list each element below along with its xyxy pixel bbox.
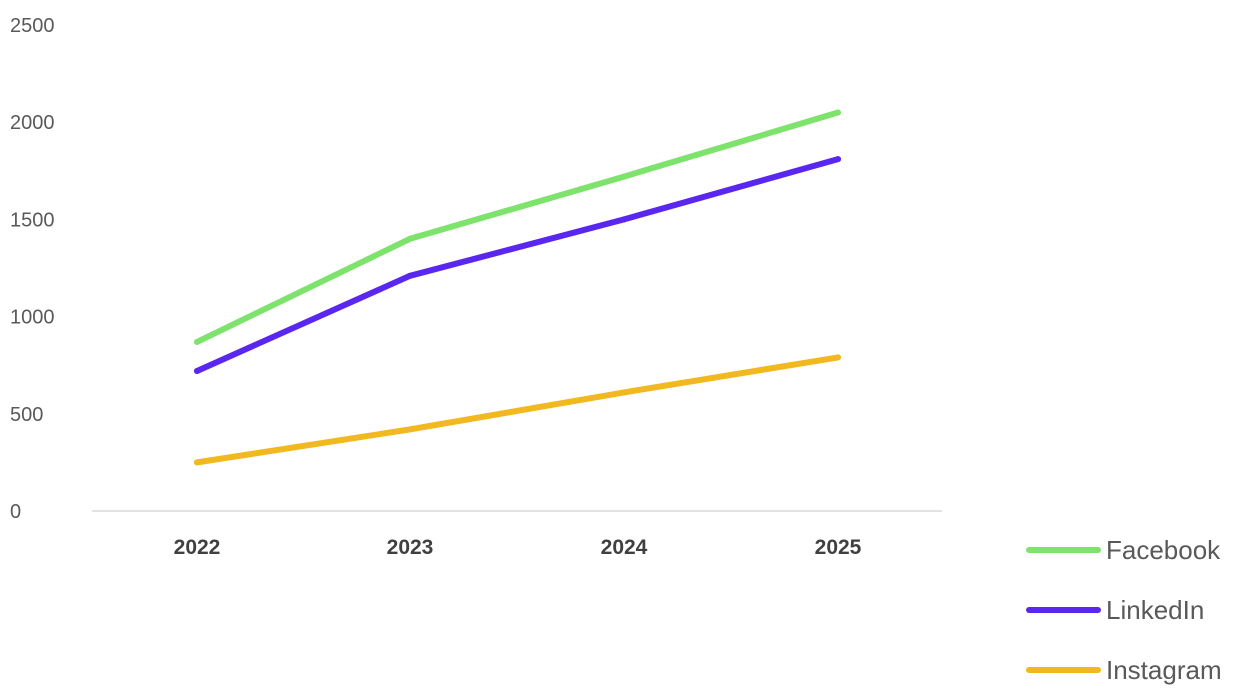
legend-label-linkedin: LinkedIn <box>1106 595 1204 625</box>
data-point-instagram <box>194 459 200 466</box>
data-point-facebook <box>835 109 841 116</box>
data-point-linkedin <box>621 216 627 223</box>
series-line-facebook <box>194 109 841 345</box>
data-point-linkedin <box>407 272 413 279</box>
y-tick-label: 500 <box>10 404 43 426</box>
data-point-facebook <box>407 235 413 242</box>
series-line-instagram <box>194 354 841 466</box>
data-point-linkedin <box>835 156 841 163</box>
y-tick-label: 2000 <box>10 112 55 134</box>
series-line-linkedin <box>194 156 841 374</box>
series-lines <box>194 109 841 466</box>
data-point-linkedin <box>194 368 200 374</box>
x-tick-label: 2024 <box>601 536 648 559</box>
data-point-facebook <box>194 338 200 345</box>
data-point-instagram <box>407 426 413 433</box>
x-tick-label: 2025 <box>815 536 862 559</box>
data-point-instagram <box>621 389 627 396</box>
y-tick-label: 2500 <box>10 15 55 37</box>
legend-label-instagram: Instagram <box>1106 655 1222 685</box>
legend-label-facebook: Facebook <box>1106 535 1221 565</box>
y-tick-label: 1500 <box>10 209 55 231</box>
legend: Facebook LinkedIn Instagram <box>1026 535 1222 685</box>
data-point-instagram <box>835 354 841 361</box>
data-point-facebook <box>621 173 627 180</box>
y-tick-label: 0 <box>10 501 21 523</box>
x-axis-ticks: 2022 2023 2024 2025 <box>174 536 862 559</box>
y-axis-ticks: 0 500 1000 1500 2000 2500 <box>10 15 55 523</box>
x-tick-label: 2022 <box>174 536 221 559</box>
y-tick-label: 1000 <box>10 307 55 329</box>
x-tick-label: 2023 <box>387 536 434 559</box>
